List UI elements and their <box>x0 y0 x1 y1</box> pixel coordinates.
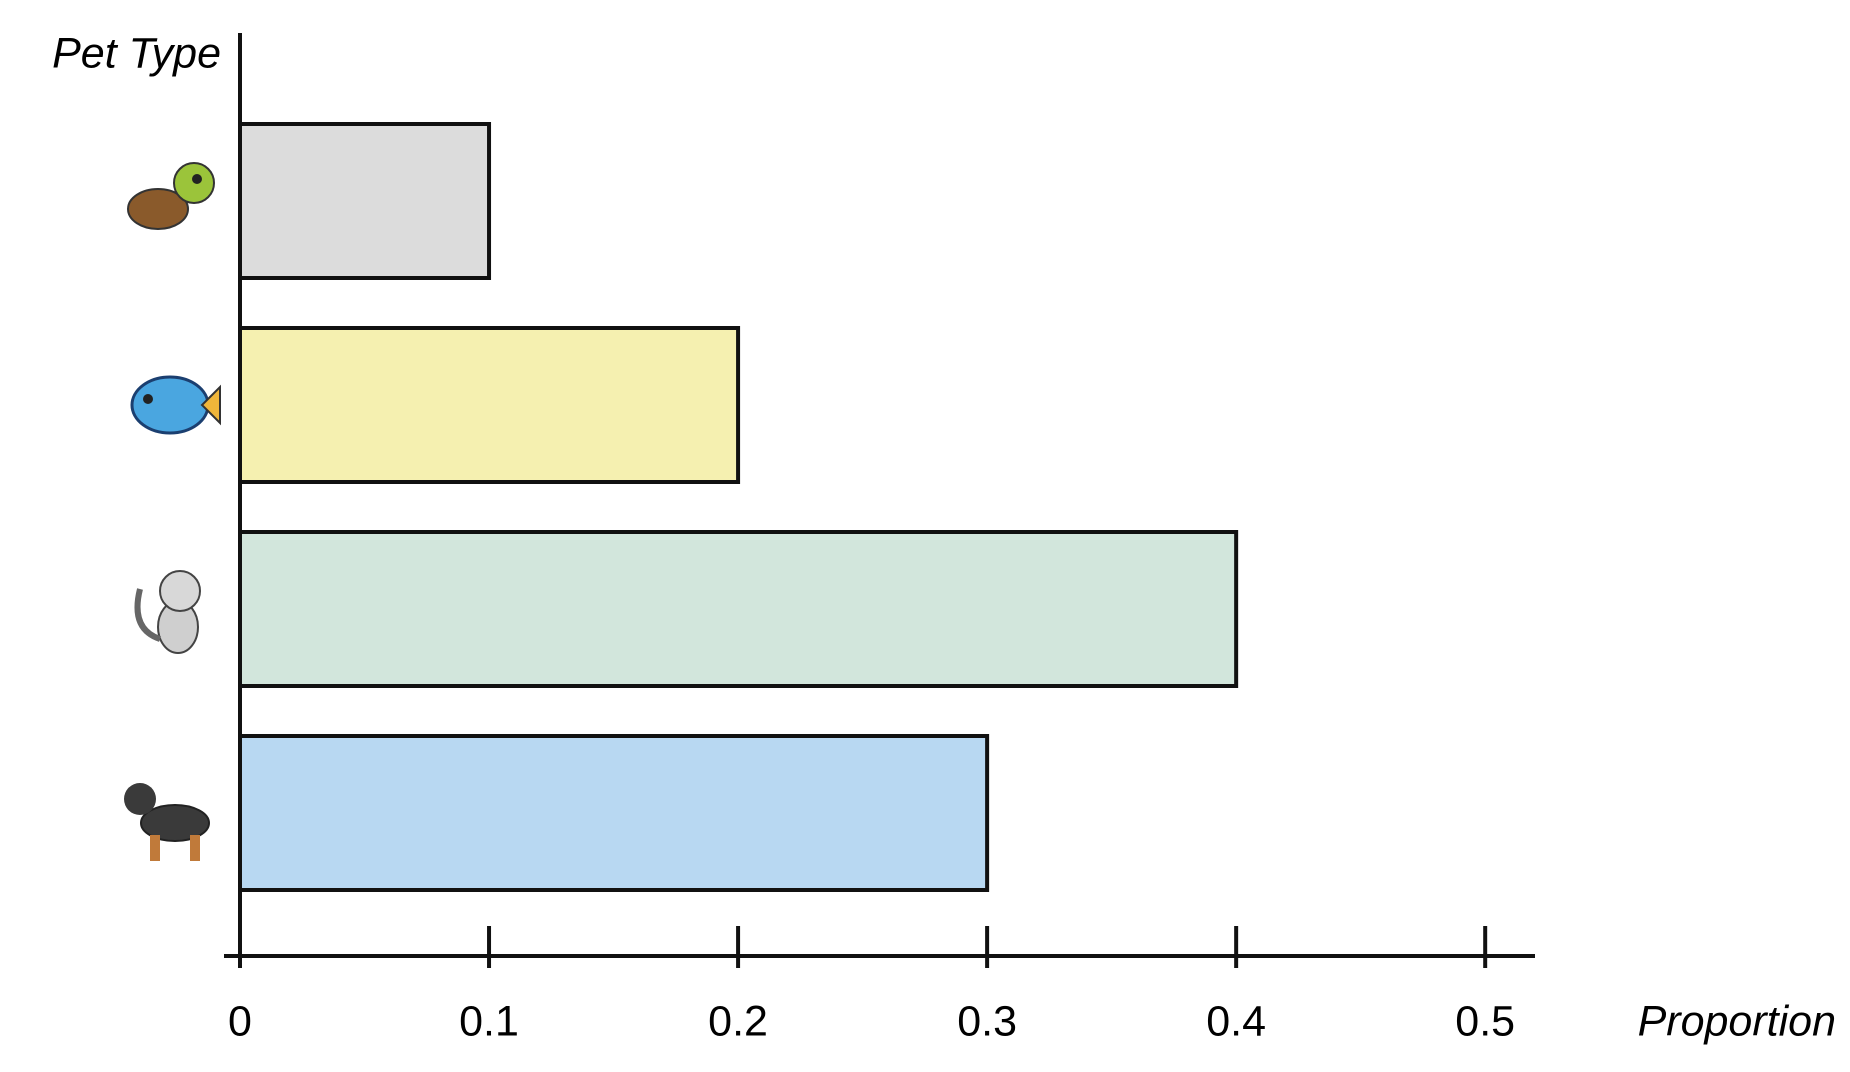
x-tick-label: 0 <box>228 997 252 1045</box>
category-icon <box>124 783 210 861</box>
x-tick-label: 0.3 <box>957 997 1017 1045</box>
category-icon <box>130 375 221 435</box>
bar <box>238 734 990 892</box>
x-tick-label: 0.5 <box>1455 997 1515 1045</box>
category-icon <box>134 570 201 654</box>
icon-shape <box>140 804 210 842</box>
icon-shape <box>130 375 210 435</box>
x-tick-label: 0.4 <box>1206 997 1266 1045</box>
icon-shape <box>192 174 202 184</box>
x-tick-label: 0.2 <box>708 997 768 1045</box>
bar <box>238 530 1239 688</box>
bar <box>238 122 492 280</box>
x-tick-label: 0.1 <box>459 997 519 1045</box>
icon-shape <box>159 570 201 612</box>
icon-shape <box>134 588 162 642</box>
icon-shape <box>200 384 221 426</box>
icon-shape <box>124 783 156 815</box>
icon-shape <box>127 188 189 230</box>
icon-shape <box>143 394 153 404</box>
x-axis-title: Proportion <box>1638 997 1836 1045</box>
icon-shape <box>190 835 200 861</box>
bar <box>238 326 741 484</box>
icon-shape <box>150 835 160 861</box>
category-icon <box>127 162 215 230</box>
y-axis-title: Pet Type <box>52 29 221 77</box>
